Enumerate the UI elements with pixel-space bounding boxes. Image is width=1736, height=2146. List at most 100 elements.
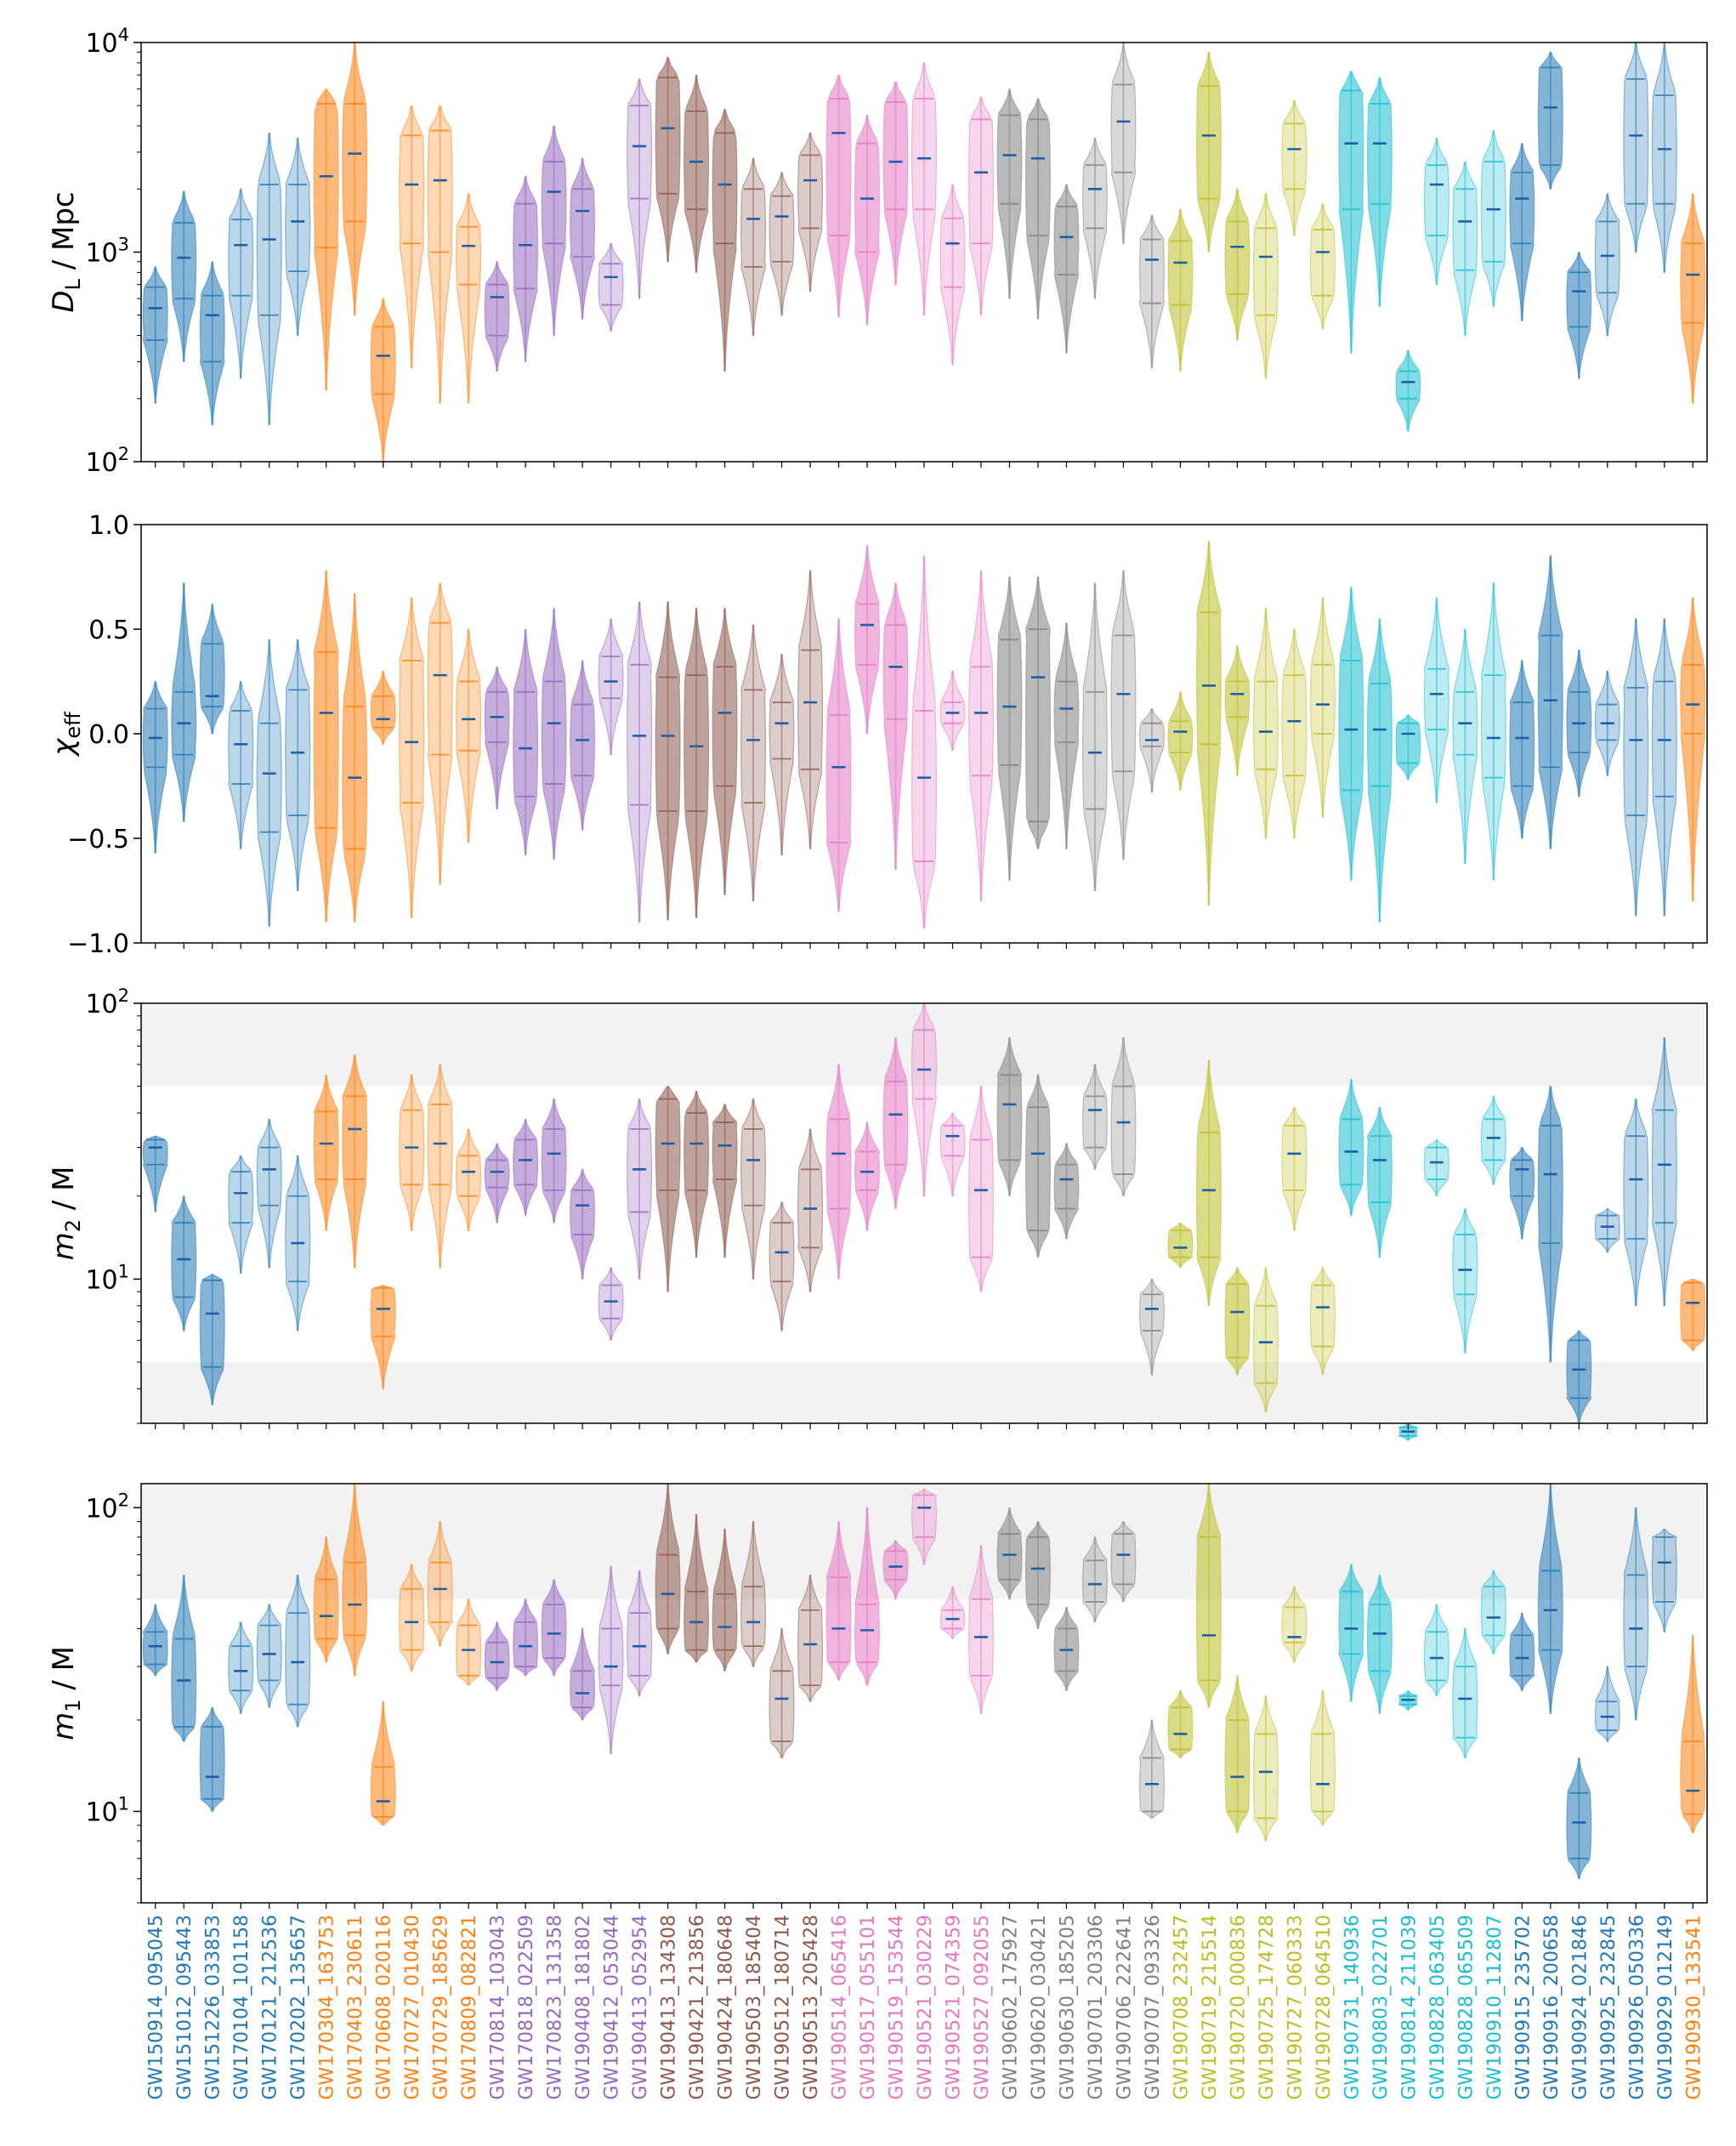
violin-GW190915_235702: [1509, 1612, 1535, 1691]
violin-GW190926_050336: [1623, 1098, 1649, 1307]
violin-GW190707_093326: [1138, 214, 1165, 369]
event-label-GW190828_065509: GW190828_065509: [1455, 1915, 1477, 2100]
violin-GW190719_215514: [1195, 541, 1222, 906]
violin-GW190521_030229: [911, 555, 937, 929]
violin-GW190708_232457: [1167, 1689, 1194, 1759]
event-label-GW190514_065416: GW190514_065416: [830, 1915, 851, 2100]
violin-GW190513_205428: [797, 1128, 823, 1292]
y-tick-label: 102: [85, 444, 129, 478]
violin-GW170823_131358: [541, 607, 567, 860]
violin-GW190630_185205: [1053, 184, 1080, 354]
event-label-GW190503_185404: GW190503_185404: [744, 1915, 765, 2100]
y-axis-title: m1 / M: [47, 1646, 85, 1740]
violin-GW190521_074359: [939, 184, 966, 366]
violin-GW190413_052954: [627, 1570, 653, 1697]
violin-GW170814_103043: [484, 1143, 510, 1223]
y-tick-label: 101: [85, 1793, 129, 1827]
violin-GW190910_112807: [1480, 582, 1506, 881]
event-label-GW170608_020116: GW170608_020116: [374, 1915, 395, 2100]
violin-GW190708_232457: [1167, 208, 1194, 372]
violin-GW150914_095045: [142, 1604, 168, 1677]
violin-GW190424_180648: [712, 607, 738, 895]
violin-GW190413_134308: [655, 601, 681, 921]
violin-GW170727_010430: [399, 105, 425, 369]
violin-GW190708_232457: [1167, 691, 1194, 791]
violin-GW190602_175927: [996, 1507, 1023, 1600]
violin-GW190925_232845: [1594, 1666, 1620, 1742]
event-label-GW170823_131358: GW170823_131358: [545, 1915, 566, 2100]
event-label-GW190421_213856: GW190421_213856: [687, 1915, 708, 2100]
violin-GW190915_235702: [1509, 660, 1535, 839]
violin-GW190719_215514: [1195, 1059, 1222, 1307]
violin-GW190731_140936: [1338, 71, 1364, 354]
event-label-GW190513_205428: GW190513_205428: [801, 1915, 822, 2100]
violin-GW190521_030229: [911, 1489, 937, 1565]
violin-GW170729_185629: [427, 1521, 453, 1647]
event-label-GW190930_133541: GW190930_133541: [1683, 1915, 1705, 2100]
event-label-GW190924_021846: GW190924_021846: [1569, 1915, 1591, 2100]
violin-GW190828_065509: [1452, 161, 1478, 337]
event-label-GW190916_200658: GW190916_200658: [1541, 1915, 1563, 2100]
event-label-GW190926_050336: GW190926_050336: [1626, 1915, 1648, 2100]
violin-GW190925_232845: [1594, 193, 1620, 337]
violin-GW190727_060333: [1281, 1586, 1308, 1663]
violin-GW170727_010430: [399, 1564, 425, 1672]
violin-GW190728_064510: [1309, 1689, 1336, 1826]
violin-GW151012_095443: [171, 1574, 197, 1742]
violin-GW190929_012149: [1651, 1528, 1677, 1632]
violin-GW190725_174728: [1252, 607, 1279, 839]
violin-GW190706_222641: [1110, 570, 1137, 860]
violin-GW170304_163753: [313, 570, 339, 923]
event-label-GW190630_185205: GW190630_185205: [1057, 1915, 1078, 2100]
violin-GW190413_134308: [655, 56, 681, 263]
violin-GW190513_205428: [797, 570, 823, 849]
violin-GW190916_200658: [1537, 51, 1563, 190]
violin-GW190527_092055: [968, 570, 995, 902]
violin-GW190916_200658: [1537, 555, 1563, 849]
violin-GW190720_000836: [1224, 1675, 1251, 1834]
violin-GW190421_213856: [684, 607, 710, 919]
violin-GW190708_232457: [1167, 1222, 1194, 1269]
violin-GW190814_211039: [1398, 1689, 1418, 1712]
violin-GW190910_112807: [1480, 130, 1506, 308]
y-tick-label: 104: [85, 25, 129, 59]
violin-GW170104_101158: [228, 1155, 254, 1275]
violin-GW190706_222641: [1110, 42, 1137, 244]
violin-GW170727_010430: [399, 597, 425, 919]
violin-GW190701_203306: [1081, 582, 1108, 892]
violin-GW190915_235702: [1509, 1147, 1535, 1240]
panel-luminosity-distance: 102 103 104 DL / Mpc: [47, 25, 1708, 478]
violin-GW170104_101158: [228, 680, 254, 849]
violin-GW170818_022509: [513, 628, 539, 856]
violin-GW190731_140936: [1338, 587, 1364, 881]
event-label-GW190925_232845: GW190925_232845: [1598, 1915, 1620, 2100]
event-label-GW190517_055101: GW190517_055101: [858, 1915, 879, 2100]
violin-GW190929_012149: [1651, 42, 1677, 273]
violin-GW170121_212536: [256, 1604, 282, 1708]
violin-GW170818_022509: [513, 175, 539, 362]
violin-GW170823_131358: [541, 125, 567, 337]
violin-GW190424_180648: [712, 109, 738, 372]
event-label-GW170729_185629: GW170729_185629: [431, 1915, 452, 2100]
event-label-GW170814_103043: GW170814_103043: [488, 1915, 509, 2100]
violin-GW190727_060333: [1281, 1106, 1308, 1231]
violin-GW190725_174728: [1252, 193, 1279, 379]
violin-GW190924_021846: [1566, 1757, 1592, 1880]
event-label-GW190412_053044: GW190412_053044: [602, 1915, 623, 2100]
violin-GW190527_092055: [968, 1545, 994, 1714]
violin-GW190728_064510: [1309, 1267, 1336, 1376]
violin-GW170809_082821: [456, 193, 482, 404]
violin-GW170809_082821: [456, 1128, 482, 1231]
violin-GW170608_020116: [370, 298, 396, 463]
violin-GW190828_065509: [1452, 628, 1478, 865]
violin-GW190707_093326: [1138, 707, 1165, 793]
violin-GW170818_022509: [513, 1598, 539, 1677]
violin-GW190413_052954: [627, 601, 653, 923]
violin-GW190828_063405: [1423, 137, 1450, 286]
violin-GW170403_230611: [342, 1054, 368, 1269]
y-tick-label: 103: [85, 235, 129, 269]
event-label-GW170104_101158: GW170104_101158: [231, 1915, 252, 2100]
event-label-GW170727_010430: GW170727_010430: [402, 1915, 423, 2100]
violin-GW190719_215514: [1195, 1483, 1222, 1708]
event-label-GW170121_212536: GW170121_212536: [260, 1915, 281, 2100]
